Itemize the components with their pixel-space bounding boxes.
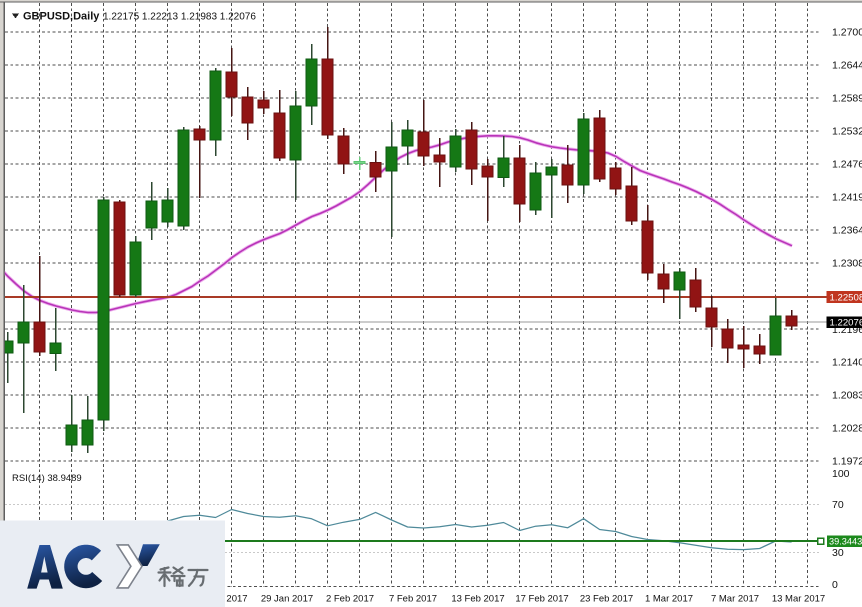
svg-text:1.26445: 1.26445 xyxy=(832,60,862,72)
svg-text:29 Jan 2017: 29 Jan 2017 xyxy=(261,594,313,605)
svg-text:1.25320: 1.25320 xyxy=(832,126,862,138)
svg-text:1.22175 1.22213 1.21983 1.2207: 1.22175 1.22213 1.21983 1.22076 xyxy=(103,12,256,23)
svg-text:1.20280: 1.20280 xyxy=(832,423,862,435)
svg-text:1 Mar 2017: 1 Mar 2017 xyxy=(645,594,693,605)
svg-text:1.22508: 1.22508 xyxy=(830,292,862,303)
svg-text:39.3443: 39.3443 xyxy=(829,537,862,547)
svg-text:30: 30 xyxy=(832,547,844,559)
svg-text:100: 100 xyxy=(832,468,850,480)
svg-text:13 Mar 2017: 13 Mar 2017 xyxy=(772,594,825,605)
svg-text:7 Mar 2017: 7 Mar 2017 xyxy=(711,594,759,605)
svg-text:1.21405: 1.21405 xyxy=(832,357,862,369)
svg-text:1.23085: 1.23085 xyxy=(832,258,862,270)
svg-text:1.23640: 1.23640 xyxy=(832,225,862,237)
svg-text:7 Feb 2017: 7 Feb 2017 xyxy=(389,594,437,605)
svg-text:1.22076: 1.22076 xyxy=(830,318,862,329)
svg-text:1.20835: 1.20835 xyxy=(832,390,862,402)
svg-text:2 Feb 2017: 2 Feb 2017 xyxy=(326,594,374,605)
svg-text:1.27000: 1.27000 xyxy=(832,27,862,39)
svg-text:70: 70 xyxy=(832,499,844,511)
svg-text:1.24195: 1.24195 xyxy=(832,192,862,204)
svg-text:RSI(14) 38.9489: RSI(14) 38.9489 xyxy=(12,473,82,484)
svg-text:17 Feb 2017: 17 Feb 2017 xyxy=(515,594,568,605)
svg-text:23 Feb 2017: 23 Feb 2017 xyxy=(580,594,633,605)
svg-text:2017: 2017 xyxy=(226,594,247,605)
svg-text:GBPUSD,Daily: GBPUSD,Daily xyxy=(23,11,100,23)
svg-text:13 Feb 2017: 13 Feb 2017 xyxy=(451,594,504,605)
svg-text:1.24765: 1.24765 xyxy=(832,159,862,171)
svg-text:1.25890: 1.25890 xyxy=(832,93,862,105)
svg-text:0: 0 xyxy=(832,579,838,591)
svg-text:1.19725: 1.19725 xyxy=(832,456,862,468)
